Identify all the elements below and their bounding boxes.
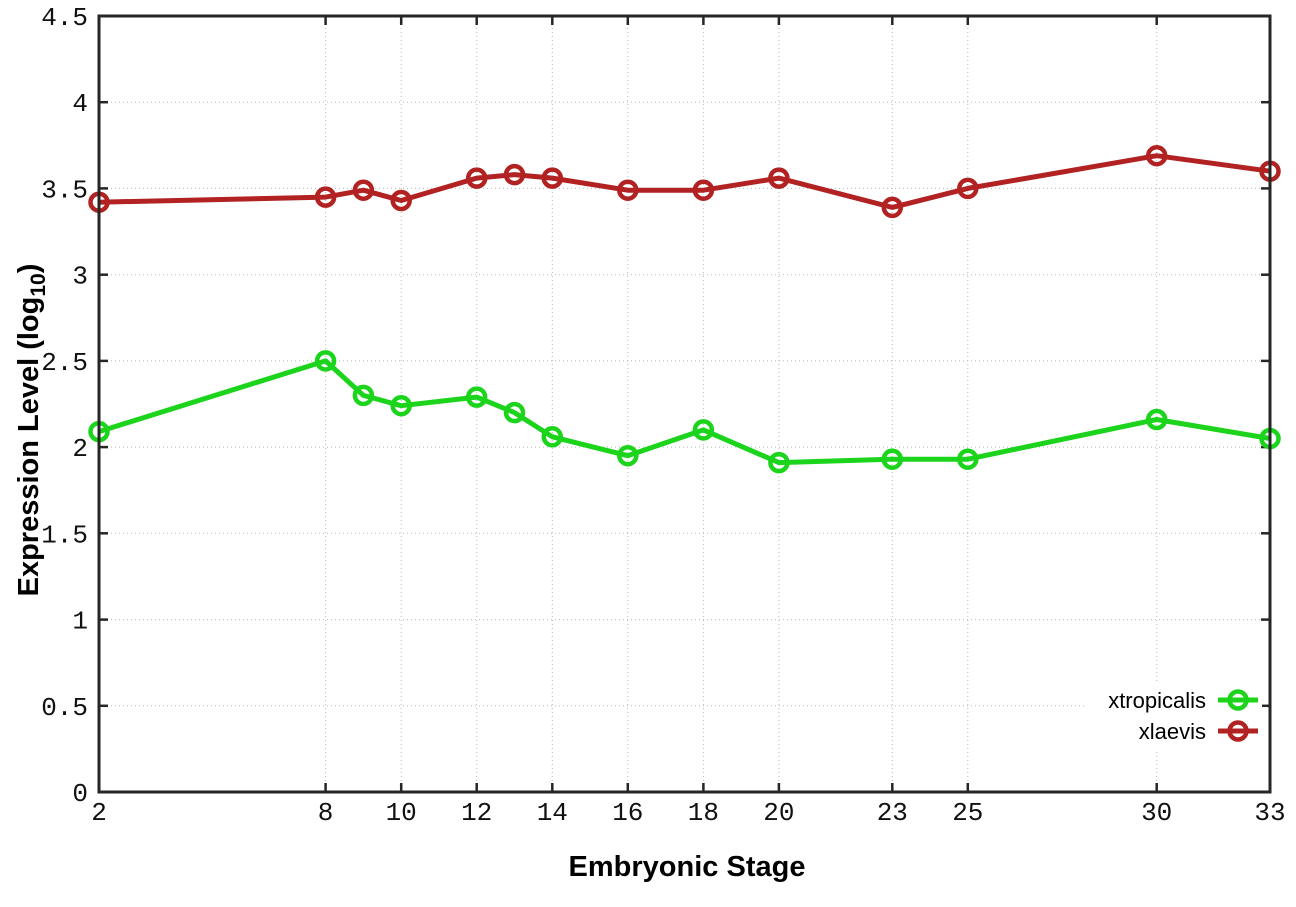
y-tick-label: 2.5	[41, 348, 88, 378]
data-point-xtropicalis	[465, 386, 488, 408]
y-tick-label: 4.5	[41, 3, 88, 33]
data-point-xlaevis	[541, 167, 564, 189]
y-tick-label: 3.5	[41, 175, 88, 205]
legend-label-xtropicalis: xtropicalis	[1108, 688, 1206, 713]
chart-layer: 2 8 10 12 14 16 18 20 23 25 30 33 0 0.5 1 1.5 2 2.5 3 3.5 4 4…	[41, 3, 1285, 828]
data-point-xtropicalis	[692, 419, 715, 441]
data-point-xtropicalis	[1145, 408, 1168, 431]
x-axis-title: Embryonic Stage	[569, 851, 806, 883]
y-tick-label: 2	[72, 434, 88, 464]
x-tick-label: 18	[688, 798, 719, 828]
plot-border	[97, 14, 1272, 794]
data-point-xlaevis	[390, 189, 412, 212]
series-line-xtropicalis	[98, 358, 1271, 466]
data-point-xtropicalis	[881, 448, 904, 470]
data-point-xlaevis	[352, 179, 375, 201]
legend-marker-xtropicalis	[1227, 689, 1249, 711]
data-point-xlaevis	[881, 196, 904, 219]
y-axis-title-main: Expression Level (log	[13, 297, 45, 597]
y-tick-label: 1	[72, 607, 88, 637]
x-tick-label: 23	[877, 798, 908, 828]
data-point-xlaevis	[957, 177, 979, 200]
y-tick-label: 4	[72, 89, 88, 119]
data-point-xtropicalis	[390, 394, 412, 417]
legend-marker-xlaevis	[1227, 720, 1249, 742]
data-point-xlaevis	[692, 179, 715, 201]
data-point-xtropicalis	[352, 384, 375, 407]
data-point-xlaevis	[314, 186, 337, 208]
x-tick-label: 16	[612, 798, 643, 828]
x-tick-label: 2	[91, 798, 107, 828]
data-point-xlaevis	[503, 163, 526, 186]
x-tick-label: 10	[386, 798, 417, 828]
data-point-xtropicalis	[768, 451, 790, 474]
data-point-xlaevis	[617, 179, 639, 201]
data-point-xlaevis	[465, 167, 488, 189]
data-point-xtropicalis	[314, 350, 337, 372]
y-axis-title-end: )	[13, 264, 45, 274]
data-point-xlaevis	[1145, 144, 1168, 167]
y-axis-title-sub: 10	[27, 273, 50, 296]
x-tick-label: 30	[1141, 798, 1172, 828]
x-tick-label: 8	[318, 798, 334, 828]
data-point-xlaevis	[768, 167, 790, 189]
series-line-xlaevis	[98, 153, 1271, 210]
data-point-xtropicalis	[957, 448, 979, 470]
data-point-xtropicalis	[617, 444, 639, 467]
y-tick-label: 3	[72, 262, 88, 292]
legend-label-xlaevis: xlaevis	[1139, 719, 1206, 744]
data-point-xtropicalis	[541, 426, 564, 448]
x-tick-label: 25	[952, 798, 983, 828]
x-tick-label: 20	[763, 798, 794, 828]
x-tick-label: 14	[537, 798, 568, 828]
data-point-xtropicalis	[503, 401, 526, 424]
x-tick-label: 12	[461, 798, 492, 828]
x-tick-label: 33	[1254, 798, 1285, 828]
y-tick-label: 0.5	[41, 693, 88, 723]
y-tick-label: 0	[72, 779, 88, 809]
y-axis-title: Expression Level (log10)	[13, 264, 50, 597]
y-tick-label: 1.5	[41, 520, 88, 550]
